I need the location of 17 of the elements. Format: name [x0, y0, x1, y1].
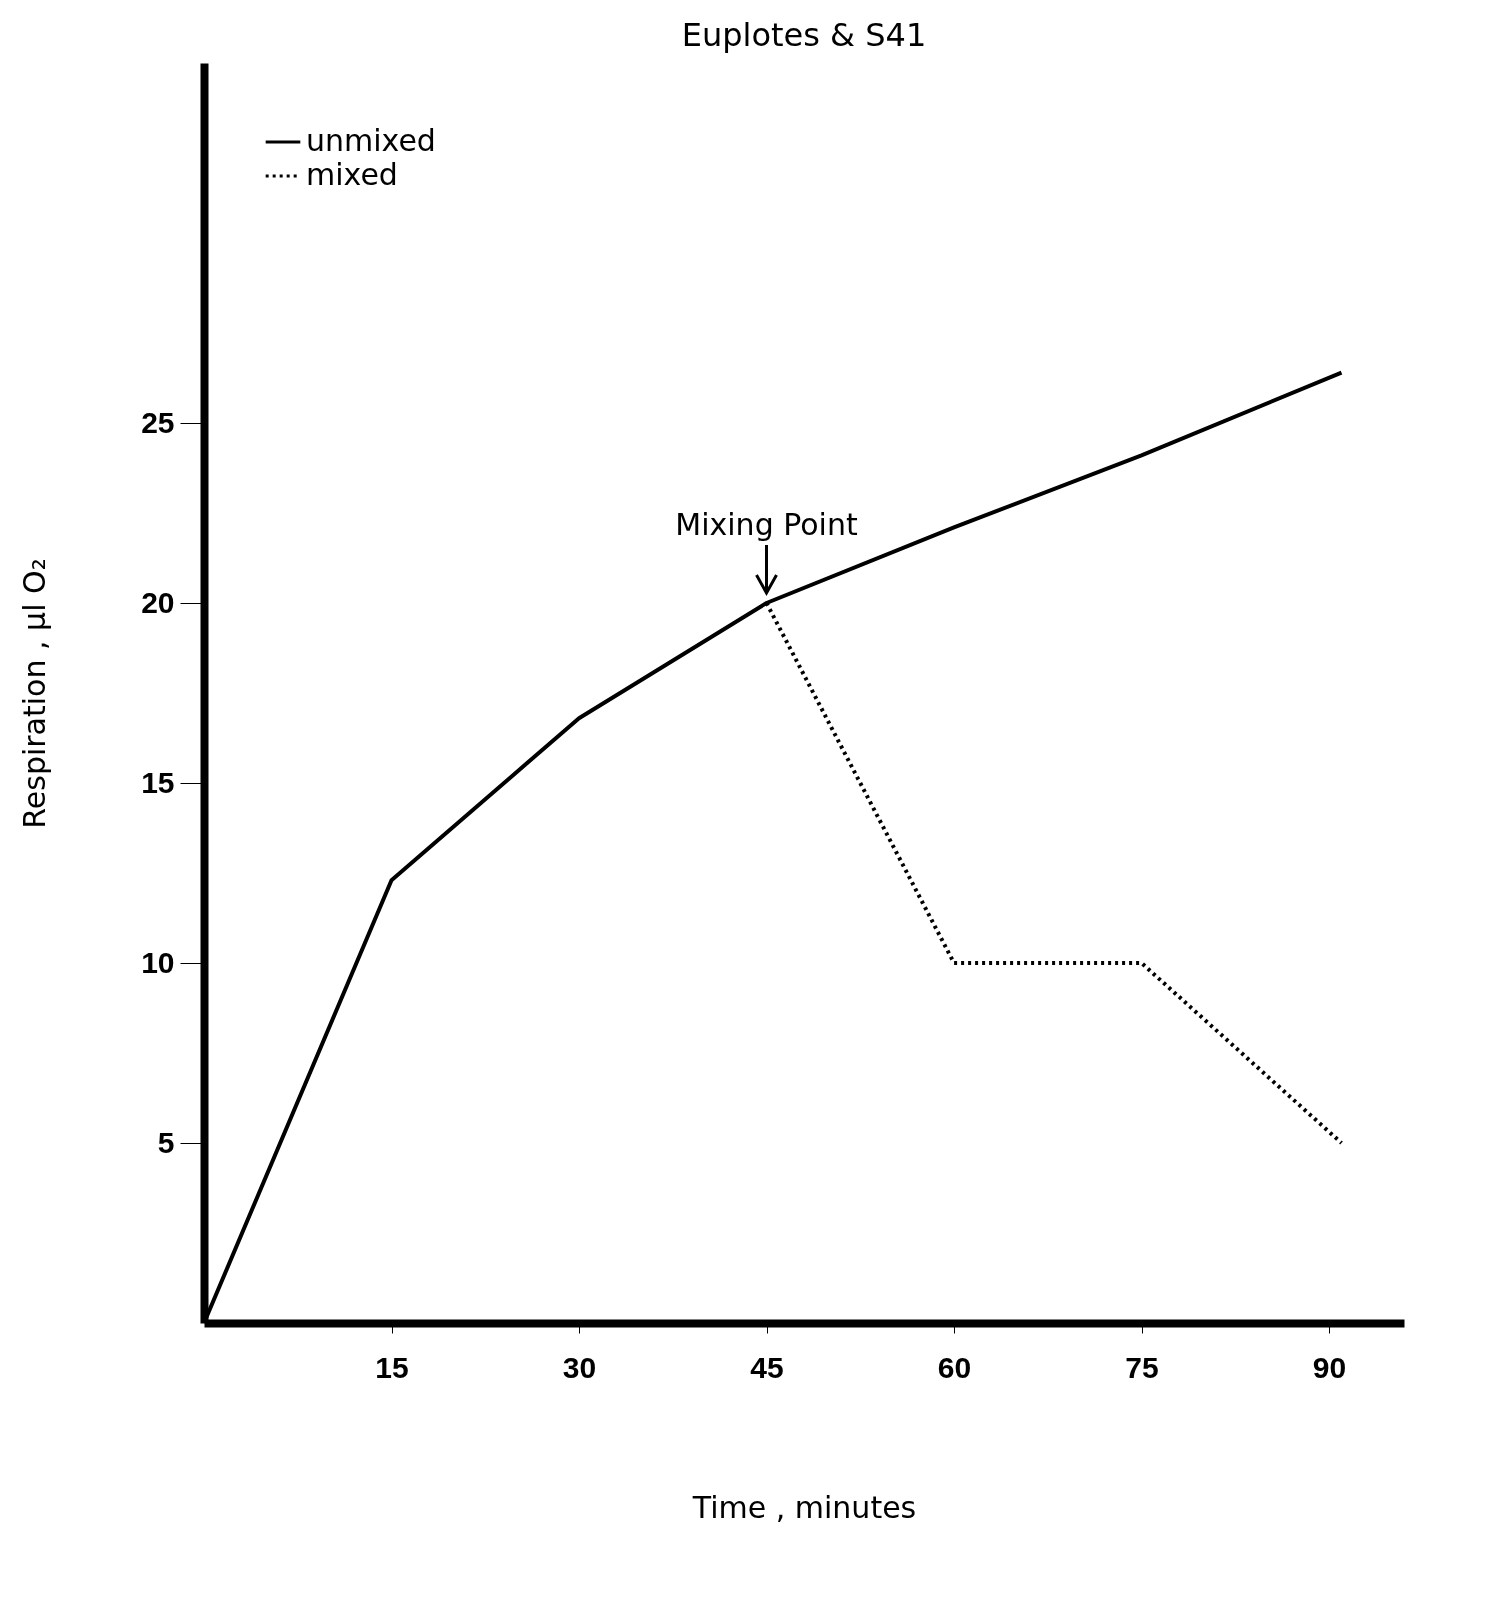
y-tick-label: 15 [141, 765, 175, 799]
x-tick-label: 90 [1312, 1350, 1347, 1384]
x-tick-label: 15 [375, 1350, 409, 1384]
annotation: Mixing Point [675, 507, 858, 542]
x-axis-title: Time , minutes [691, 1489, 917, 1525]
x-tick-label: 60 [937, 1350, 972, 1384]
legend-label: mixed [306, 157, 398, 192]
x-tick-label: 30 [562, 1350, 597, 1384]
y-tick-label: 10 [141, 945, 175, 979]
y-axis-title: Respiration , µl O₂ [17, 558, 53, 829]
y-tick-label: 5 [157, 1125, 175, 1159]
x-tick-label: 75 [1125, 1350, 1159, 1384]
y-tick-label: 25 [141, 405, 175, 439]
chart-title: Euplotes & S41 [681, 16, 927, 54]
y-tick-label: 20 [141, 585, 175, 619]
legend-label: unmixed [306, 123, 436, 158]
x-tick-label: 45 [750, 1350, 784, 1384]
